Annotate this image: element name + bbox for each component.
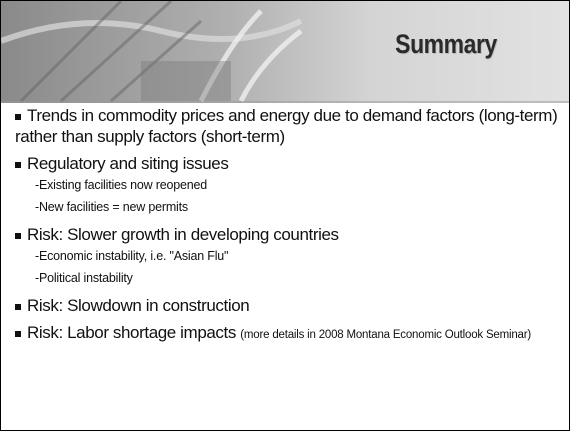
bullet-list: Trends in commodity prices and energy du… [15, 105, 560, 352]
bullet-item: Risk: Slowdown in construction [15, 295, 560, 316]
bullet-marker [15, 161, 21, 168]
bullet-text: Risk: Slower growth in developing countr… [27, 225, 339, 244]
bullet-text: Trends in commodity prices and energy du… [15, 106, 558, 146]
bullet-text: Risk: Labor shortage impacts [27, 323, 236, 342]
bullet-item: Risk: Slower growth in developing countr… [15, 224, 560, 289]
bullet-marker [15, 232, 21, 239]
bullet-item: Risk: Labor shortage impacts (more detai… [15, 322, 560, 346]
sub-item: -Political instability [35, 271, 133, 285]
bullet-text: Risk: Slowdown in construction [27, 296, 250, 315]
bullet-marker [15, 113, 21, 120]
bullet-text: Regulatory and siting issues [27, 154, 229, 173]
bullet-item: Regulatory and siting issues -Existing fa… [15, 153, 560, 218]
sub-item: -Existing facilities now reopened [35, 178, 207, 192]
bullet-item: Trends in commodity prices and energy du… [15, 105, 560, 147]
bullet-marker [15, 330, 21, 337]
bullet-marker [15, 303, 21, 310]
bullet-note: (more details in 2008 Montana Economic O… [240, 329, 531, 341]
sub-item: -Economic instability, i.e. "Asian Flu" [35, 249, 229, 263]
slide-title: Summary [395, 29, 497, 59]
header-image [1, 1, 569, 103]
sub-item: -New facilities = new permits [35, 200, 188, 214]
